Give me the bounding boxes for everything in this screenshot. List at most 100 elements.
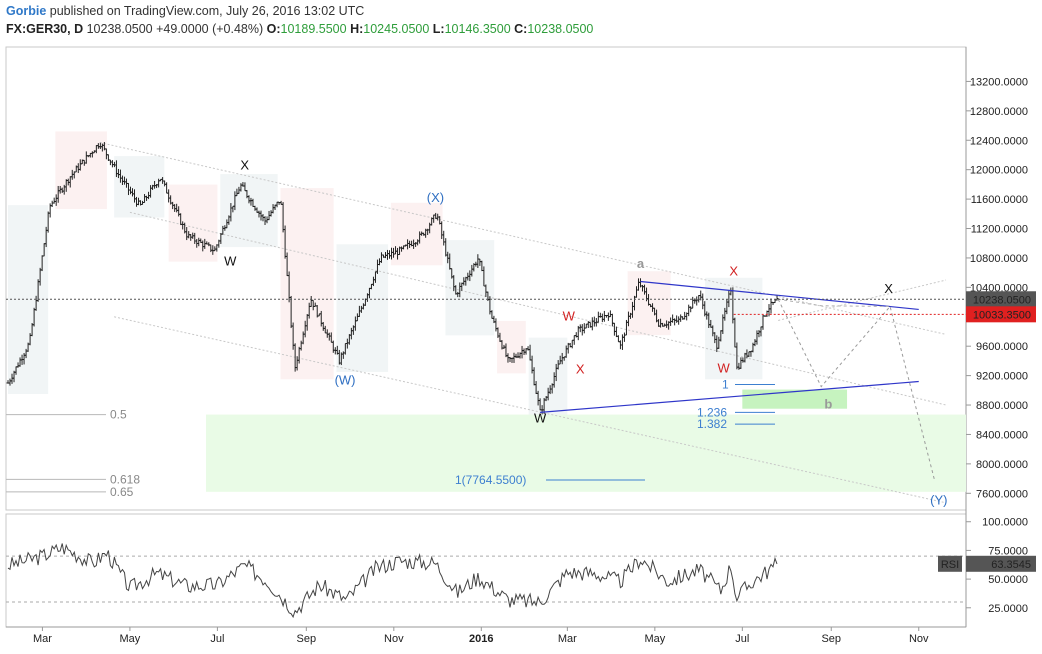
wave-label: X: [884, 281, 893, 296]
time-tick-label: Jul: [210, 633, 224, 645]
channel-line: [778, 279, 947, 321]
price-tick-label: 11600.0000: [971, 194, 1028, 206]
time-tick-label: Mar: [33, 633, 52, 645]
published-text: published on TradingView.com, July 26, 2…: [49, 4, 365, 18]
wave-label: W: [224, 253, 237, 268]
price-tick-label: 8400.0000: [976, 429, 1028, 441]
price-tick-label: 13200.0000: [970, 76, 1028, 88]
fib-ext-label: 1(7764.5500): [455, 473, 526, 487]
zones: [8, 131, 966, 492]
wave-labels: X W (X) (W) W W Xa X Wb X (Y): [224, 158, 947, 508]
red-level-tag: [966, 306, 1036, 323]
triangle-lower-line: [540, 380, 919, 413]
publish-line: Gorbie published on TradingView.com, Jul…: [6, 4, 364, 18]
time-tick-label: Sep: [297, 633, 317, 645]
shade-zone: [497, 320, 526, 374]
open-label: O:: [266, 22, 281, 36]
rsi-value-tag: [966, 555, 1036, 572]
time-axis[interactable]: Mar May Jul Sep Nov 2016 Mar May Jul Sep Nov: [33, 627, 929, 645]
trendlines[interactable]: [540, 280, 936, 481]
wave-label: W: [718, 361, 731, 376]
wave-label: (Y): [930, 492, 947, 507]
rsi-pane-border: [5, 513, 967, 628]
time-tick-label: 2016: [469, 633, 493, 645]
time-tick-label: May: [644, 633, 665, 645]
triangle-upper-line: [640, 280, 919, 311]
price-tick-label: 9600.0000: [976, 341, 1028, 353]
shade-zone: [390, 202, 443, 266]
shade-zone: [114, 156, 165, 218]
fib-label: 0.5: [110, 408, 127, 422]
close-value: 10238.0500: [527, 22, 594, 36]
price-tick-label: 10800.0000: [970, 253, 1028, 265]
fib-ext-label: 1.236: [697, 405, 727, 419]
wave-label: b: [824, 397, 832, 412]
rsi-name-label: RSI: [941, 559, 959, 571]
time-tick-label: Jul: [735, 633, 749, 645]
time-tick-label: Nov: [384, 633, 404, 645]
fib-label: 0.65: [110, 485, 134, 499]
price-change: +49.0000 (+0.48%): [156, 22, 264, 36]
shade-zone: [705, 277, 763, 380]
last-price-tag: [966, 291, 1036, 308]
rsi-pane: 100.0000 75.0000 50.0000 25.0000 RSI 63.3545: [6, 517, 1036, 619]
shade-zone: [168, 184, 218, 262]
fib-ext-label: 1: [722, 377, 729, 391]
time-tick-label: Mar: [558, 633, 577, 645]
last-price-tag-label: 10238.0500: [973, 294, 1031, 306]
wave-label: W: [534, 411, 547, 426]
shade-zone: [528, 337, 568, 424]
shade-zone: [55, 131, 107, 210]
rsi-tick-label: 75.0000: [988, 545, 1028, 557]
rsi-tick-label: 25.0000: [988, 603, 1028, 615]
channel-line: [99, 141, 947, 335]
chart-frames: [5, 46, 967, 628]
fib-label: 0.618: [110, 472, 140, 486]
price-tick-label: 12000.0000: [970, 165, 1028, 177]
wave-label: X: [240, 158, 249, 173]
author-name[interactable]: Gorbie: [6, 4, 47, 18]
high-label: H:: [350, 22, 364, 36]
price-tick-label: 11200.0000: [971, 224, 1028, 236]
rsi-tick-label: 100.0000: [982, 517, 1028, 529]
price-tick-label: 12800.0000: [970, 106, 1028, 118]
wave-label: W: [563, 308, 576, 323]
wave-label: X: [576, 361, 585, 376]
rsi-value-label: 63.3545: [991, 559, 1031, 571]
open-value: 10189.5500: [280, 22, 347, 36]
b-target-box: [742, 389, 848, 409]
wave-label: a: [637, 256, 645, 271]
shade-zone: [280, 188, 334, 380]
price-tick-label: 7600.0000: [976, 488, 1028, 500]
price-axis[interactable]: 13200.0000 12800.0000 12400.0000 12000.0000…: [6, 76, 1036, 500]
high-value: 10245.0500: [363, 22, 430, 36]
time-tick-label: Sep: [821, 633, 841, 645]
time-tick-label: Nov: [909, 633, 929, 645]
red-level-tag-label: 10033.3500: [973, 309, 1031, 321]
rsi-name-tag: [938, 555, 962, 572]
ohlc-line: FX:GER30, D 10238.0500 +49.0000 (+0.48%)…: [6, 22, 593, 36]
price-tick-label: 9200.0000: [976, 371, 1028, 383]
wave-label: (W): [335, 372, 356, 387]
shade-zone: [220, 174, 278, 248]
fib-ext-label: 1.382: [697, 417, 727, 431]
shade-zone: [445, 240, 495, 336]
close-label: C:: [514, 22, 528, 36]
channel-lines: [99, 141, 947, 504]
wave-label: X: [729, 264, 738, 279]
low-value: 10146.3500: [444, 22, 511, 36]
projection-path-alt: [778, 298, 891, 307]
wave-label: (X): [427, 190, 444, 205]
low-label: L:: [432, 22, 445, 36]
projection-path: [777, 299, 936, 481]
symbol-label[interactable]: FX:GER30, D: [6, 22, 84, 36]
time-tick-label: May: [120, 633, 141, 645]
last-price: 10238.0500: [86, 22, 153, 36]
price-tick-label: 8000.0000: [976, 459, 1028, 471]
price-tick-label: 12400.0000: [970, 135, 1028, 147]
price-tick-label: 8800.0000: [976, 400, 1028, 412]
price-bars: [6, 142, 779, 415]
rsi-line: [7, 543, 778, 619]
